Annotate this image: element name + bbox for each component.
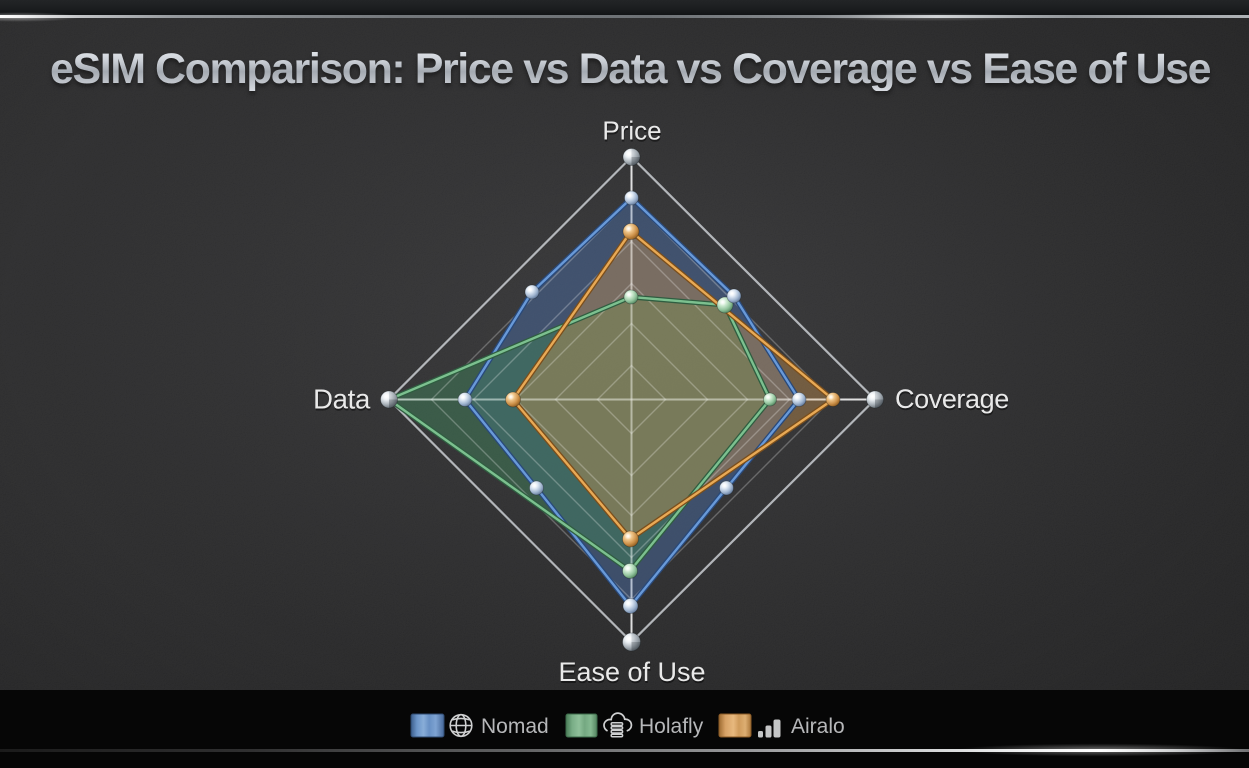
svg-text:Ease of Use: Ease of Use — [559, 659, 706, 689]
svg-text:Price: Price — [603, 118, 662, 148]
svg-text:Price: Price — [602, 116, 661, 146]
svg-text:Data: Data — [314, 386, 372, 417]
svg-text:Holafly: Holafly — [639, 715, 704, 738]
svg-text:Coverage: Coverage — [895, 384, 1009, 414]
svg-text:Nomad: Nomad — [481, 715, 549, 738]
svg-text:Coverage: Coverage — [896, 386, 1010, 416]
svg-text:Ease of Use: Ease of Use — [558, 657, 705, 687]
svg-text:Data: Data — [313, 384, 371, 415]
svg-text:Airalo: Airalo — [791, 715, 845, 738]
